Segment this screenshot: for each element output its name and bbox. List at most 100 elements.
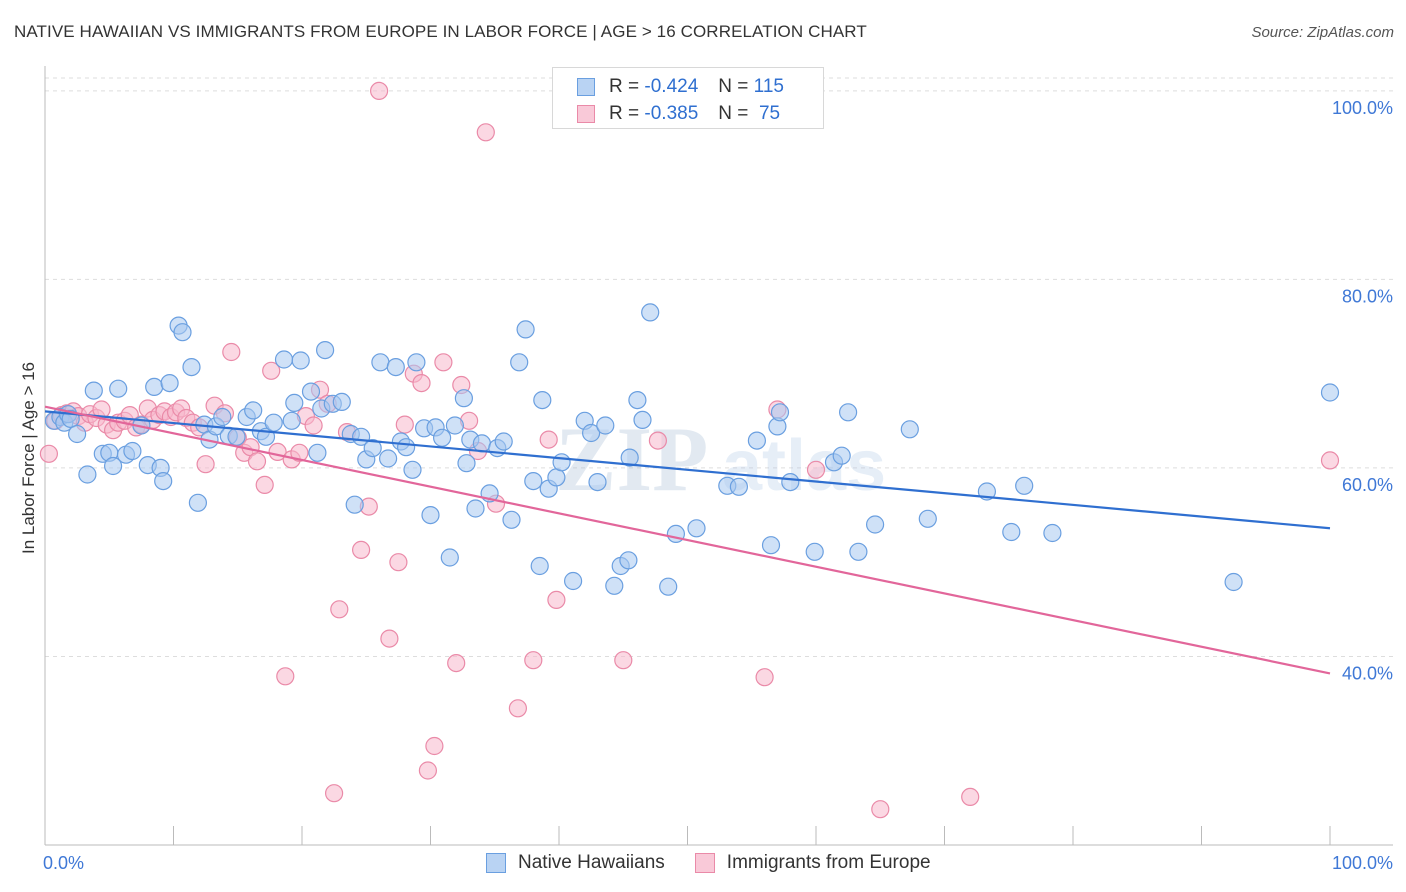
grid-lines [45, 77, 1393, 657]
point-immigrants-from-europe [871, 800, 890, 819]
point-immigrants-from-europe [352, 540, 371, 560]
point-native-hawaiians [620, 448, 639, 467]
point-native-hawaiians [282, 411, 301, 430]
trend-lines [44, 405, 1331, 675]
trend-line-immigrants-from-europe [44, 405, 1331, 675]
point-native-hawaiians [1015, 476, 1034, 495]
legend-n-value: 75 [758, 103, 781, 124]
point-immigrants-from-europe [380, 629, 399, 648]
point-native-hawaiians [918, 509, 937, 528]
point-immigrants-from-europe [418, 761, 437, 780]
x-tick-label-end: 100.0% [1332, 853, 1393, 873]
point-native-hawaiians [1002, 522, 1021, 542]
pink-swatch [577, 105, 595, 123]
point-native-hawaiians [440, 548, 459, 567]
point-native-hawaiians [264, 413, 283, 432]
legend-r-label: R = [609, 103, 640, 124]
point-native-hawaiians [213, 407, 232, 427]
point-immigrants-from-europe [524, 651, 543, 670]
legend-item-native-hawaiians: Native Hawaiians [486, 852, 665, 874]
point-native-hawaiians [747, 431, 767, 450]
point-immigrants-from-europe [508, 699, 528, 718]
point-immigrants-from-europe [276, 667, 295, 686]
series-native-hawaiians [44, 303, 1340, 596]
point-native-hawaiians [227, 427, 246, 446]
point-immigrants-from-europe [39, 444, 59, 463]
point-immigrants-from-europe [255, 475, 274, 494]
point-native-hawaiians [433, 428, 452, 447]
point-native-hawaiians [770, 403, 790, 422]
point-native-hawaiians [403, 460, 422, 479]
point-native-hawaiians [1224, 572, 1243, 592]
point-native-hawaiians [301, 382, 321, 401]
point-native-hawaiians [729, 477, 749, 496]
x-tick-label-start: 0.0% [43, 853, 84, 873]
point-native-hawaiians [145, 377, 164, 396]
blue-swatch [486, 853, 506, 873]
blue-swatch [577, 78, 595, 96]
pink-swatch [694, 853, 715, 873]
point-native-hawaiians [552, 453, 571, 472]
point-native-hawaiians [530, 556, 549, 576]
legend-label: Immigrants from Europe [726, 852, 931, 873]
y-tick-label: 60.0% [1342, 475, 1393, 495]
y-tick-label: 40.0% [1342, 663, 1393, 683]
point-native-hawaiians [563, 571, 583, 591]
point-native-hawaiians [84, 381, 103, 400]
axis-labels: 40.0% 60.0% 80.0% 100.0% 0.0% 100.0% In Labor … [19, 98, 1393, 873]
point-native-hawaiians [421, 505, 440, 525]
point-native-hawaiians [386, 358, 405, 377]
watermark-atlas: atlas [722, 426, 886, 506]
point-native-hawaiians [160, 374, 179, 393]
point-immigrants-from-europe [325, 784, 344, 803]
point-native-hawaiians [533, 391, 552, 410]
point-immigrants-from-europe [961, 787, 980, 807]
point-native-hawaiians [308, 443, 327, 462]
point-native-hawaiians [154, 472, 173, 491]
legend-label: Native Hawaiians [518, 852, 665, 873]
point-immigrants-from-europe [434, 353, 453, 372]
point-native-hawaiians [838, 403, 858, 422]
point-native-hawaiians [659, 577, 678, 596]
legend-r-value: -0.424 [644, 76, 699, 97]
point-native-hawaiians [332, 392, 351, 411]
point-immigrants-from-europe [806, 460, 826, 479]
point-immigrants-from-europe [304, 416, 323, 435]
point-native-hawaiians [628, 391, 647, 410]
source-credit: Source: ZipAtlas.com [1251, 24, 1394, 41]
point-native-hawaiians [633, 410, 652, 429]
point-native-hawaiians [67, 424, 87, 444]
y-tick-label: 100.0% [1332, 98, 1393, 118]
point-native-hawaiians [805, 542, 824, 561]
point-native-hawaiians [274, 350, 294, 369]
point-native-hawaiians [123, 441, 142, 461]
point-native-hawaiians [761, 536, 781, 555]
y-tick-label: 80.0% [1342, 286, 1393, 306]
point-native-hawaiians [291, 351, 310, 370]
legend-r-label: R = [609, 76, 640, 97]
point-native-hawaiians [345, 495, 364, 514]
point-native-hawaiians [379, 449, 398, 468]
trend-line-native-hawaiians [44, 410, 1331, 530]
point-immigrants-from-europe [395, 415, 414, 434]
point-native-hawaiians [371, 353, 390, 372]
point-native-hawaiians [454, 389, 473, 408]
legend-r-value: -0.385 [644, 103, 699, 124]
point-native-hawaiians [502, 510, 521, 529]
point-native-hawaiians [173, 323, 192, 342]
point-native-hawaiians [472, 434, 491, 453]
legend-n-value: 115 [753, 76, 784, 97]
point-immigrants-from-europe [447, 653, 466, 673]
point-native-hawaiians [641, 303, 660, 322]
point-native-hawaiians [103, 456, 123, 476]
legend-n-label: N = [718, 103, 749, 124]
point-native-hawaiians [445, 416, 464, 435]
legend-item-immigrants-from-europe: Immigrants from Europe [694, 852, 931, 874]
point-native-hawaiians [285, 393, 304, 412]
point-native-hawaiians [516, 320, 535, 339]
point-immigrants-from-europe [262, 361, 281, 380]
point-native-hawaiians [1320, 383, 1340, 402]
point-immigrants-from-europe [222, 342, 241, 362]
point-native-hawaiians [581, 423, 601, 443]
point-native-hawaiians [494, 432, 513, 451]
